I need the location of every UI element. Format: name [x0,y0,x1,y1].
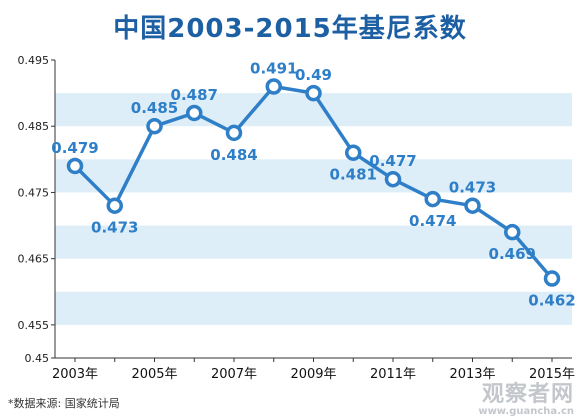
data-label: 0.49 [295,66,332,84]
y-tick-label: 0.485 [18,120,50,133]
grid-band [55,159,572,193]
x-tick-label: 2005年 [131,367,177,382]
data-point [106,197,123,214]
data-point [345,144,362,161]
data-label: 0.469 [489,245,536,263]
x-tick-label: 2009年 [290,367,336,382]
y-tick-label: 0.45 [25,352,50,365]
data-point [424,190,441,208]
grid-band [55,291,572,325]
source-note: *数据来源: 国家统计局 [8,397,120,410]
x-tick-label: 2015年 [529,367,575,382]
data-point [225,124,243,142]
data-point [186,104,203,122]
y-tick-label: 0.495 [18,54,50,67]
data-label: 0.485 [131,99,178,117]
x-tick-label: 2003年 [52,367,98,382]
data-point [464,197,481,214]
data-label: 0.484 [210,146,257,164]
data-label: 0.491 [250,59,297,77]
data-point [146,117,163,135]
data-point [543,270,561,287]
data-point [66,157,84,175]
data-label: 0.474 [409,212,456,230]
x-tick-label: 2011年 [370,367,416,382]
x-axis: 2003年 2005年 2007年 2009年 2011年 2013年 2015年 [52,357,575,382]
grid-bands [55,93,572,325]
data-label: 0.462 [528,292,575,310]
y-tick-label: 0.475 [18,186,50,199]
data-label: 0.481 [330,166,377,184]
data-label: 0.487 [171,86,218,104]
data-label: 0.477 [369,152,416,170]
data-point [305,84,322,102]
data-label: 0.473 [449,179,496,197]
y-tick-label: 0.465 [18,253,50,266]
data-labels: 0.4790.4730.4850.4870.4840.4910.490.4810… [51,59,575,309]
data-label: 0.479 [51,139,98,157]
data-label: 0.473 [91,219,138,237]
watermark-url: www.guancha.cn [478,406,574,417]
y-axis: 0.45 0.455 0.465 0.475 0.485 0.495 [18,54,56,365]
watermark-logo: 观察者网 www.guancha.cn [478,376,574,417]
data-point [504,223,521,241]
watermark-name: 观察者网 [481,382,574,407]
data-point [265,78,282,95]
y-tick-label: 0.455 [18,319,50,332]
chart-title: 中国2003-2015年基尼系数 [113,14,467,44]
x-tick-label: 2013年 [449,367,495,382]
data-point [384,170,402,188]
x-tick-label: 2007年 [211,367,257,382]
series-gini [66,78,561,287]
grid-band [55,225,572,259]
